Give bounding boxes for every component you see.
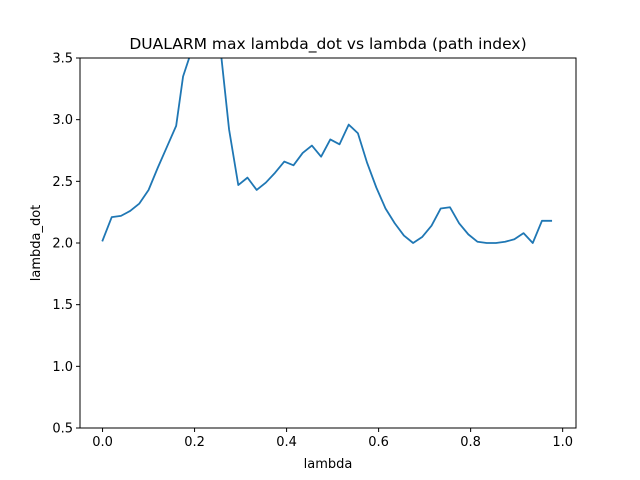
- x-tick-label: 0.2: [184, 435, 205, 450]
- x-axis-label: lambda: [304, 457, 353, 472]
- y-tick-label: 3.5: [52, 52, 73, 67]
- x-tick-label: 0.8: [460, 435, 481, 450]
- x-tick-label: 0.4: [276, 435, 297, 450]
- y-tick-label: 2.0: [52, 237, 73, 252]
- y-tick-label: 1.5: [52, 298, 73, 313]
- x-axis: 0.0 0.2 0.4 0.6 0.8 1.0: [92, 428, 573, 450]
- plot-area: [101, 58, 553, 244]
- series-line: [101, 58, 553, 244]
- x-tick-label: 0.0: [92, 435, 113, 450]
- y-tick-label: 0.5: [52, 422, 73, 437]
- y-tick-label: 2.5: [52, 175, 73, 190]
- y-tick-label: 3.0: [52, 113, 73, 128]
- chart-title: DUALARM max lambda_dot vs lambda (path i…: [129, 35, 526, 54]
- x-tick-label: 0.6: [368, 435, 389, 450]
- y-axis: 0.5 1.0 1.5 2.0 2.5 3.0 3.5: [52, 52, 80, 437]
- y-axis-label: lambda_dot: [29, 205, 44, 282]
- y-tick-label: 1.0: [52, 360, 73, 375]
- x-tick-label: 1.0: [552, 435, 573, 450]
